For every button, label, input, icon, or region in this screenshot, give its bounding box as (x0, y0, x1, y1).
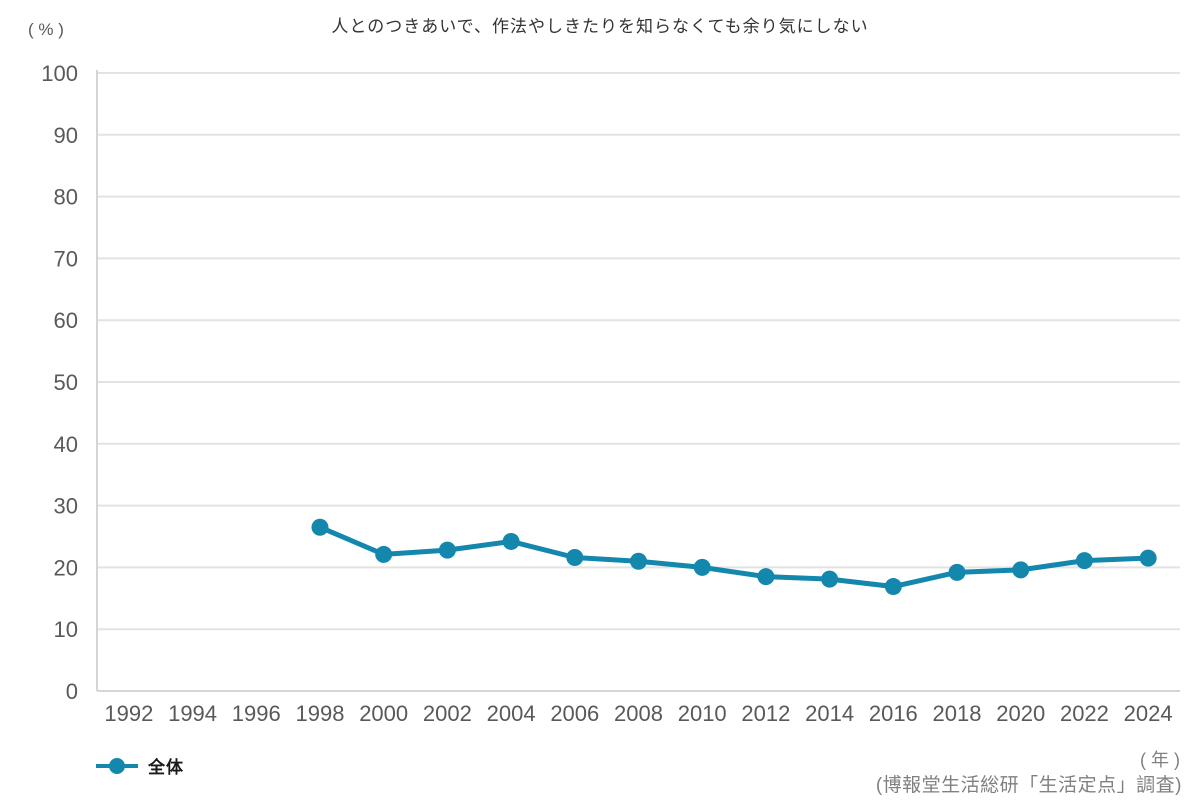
x-tick-label: 2020 (996, 701, 1045, 726)
data-point (884, 578, 902, 596)
y-tick-label: 10 (54, 617, 78, 642)
y-axis-unit-label: ( % ) (28, 20, 64, 39)
data-point (311, 518, 329, 536)
x-tick-label: 2004 (487, 701, 536, 726)
data-point (1139, 549, 1157, 567)
legend: 全体 (95, 753, 184, 778)
data-point (375, 545, 393, 563)
source-note: (博報堂生活総研「生活定点」調査) (875, 775, 1182, 796)
x-tick-label: 2000 (359, 701, 408, 726)
data-point (948, 563, 966, 581)
y-tick-label: 90 (54, 123, 78, 148)
data-point (502, 532, 520, 550)
series-line (317, 524, 1151, 590)
y-tick-label: 60 (54, 308, 78, 333)
data-point (757, 568, 775, 586)
x-tick-label: 1998 (295, 701, 344, 726)
y-tick-label: 70 (54, 246, 78, 271)
x-tick-label: 2018 (933, 701, 982, 726)
y-tick-label: 80 (54, 185, 78, 210)
x-tick-label: 2014 (805, 701, 854, 726)
x-tick-label: 1996 (232, 701, 281, 726)
x-tick-label: 2016 (869, 701, 918, 726)
data-point (1012, 561, 1030, 579)
y-tick-label: 0 (66, 679, 78, 704)
data-point (438, 541, 456, 559)
y-tick-label: 30 (54, 494, 78, 519)
x-tick-label: 2024 (1124, 701, 1173, 726)
x-axis-unit-label: ( 年 ) (1140, 750, 1180, 770)
x-tick-label: 2008 (614, 701, 663, 726)
x-tick-label: 1992 (104, 701, 153, 726)
legend-series-label: 全体 (148, 758, 184, 777)
data-point (630, 552, 647, 570)
data-point (566, 549, 584, 567)
y-tick-label: 20 (54, 555, 78, 580)
data-point (821, 570, 839, 588)
x-tick-label: 2002 (423, 701, 472, 726)
y-tick-label: 40 (54, 432, 78, 457)
data-point (1075, 552, 1093, 570)
line-chart-plot-area: 0 10 20 30 40 50 60 70 80 90 100 1992 1994 1996 1998 20… (41, 61, 1180, 726)
x-tick-label: 2006 (550, 701, 599, 726)
chart-title: 人とのつきあいで、作法やしきたりを知らなくても余り気にしない (331, 17, 869, 36)
x-tick-label: 2010 (678, 701, 727, 726)
data-point (693, 558, 711, 576)
y-tick-label: 50 (54, 370, 78, 395)
y-tick-label: 100 (41, 61, 78, 86)
x-tick-label: 1994 (168, 701, 217, 726)
x-tick-label: 2012 (741, 701, 790, 726)
series-marker-icon (96, 757, 138, 774)
x-tick-label: 2022 (1060, 701, 1109, 726)
